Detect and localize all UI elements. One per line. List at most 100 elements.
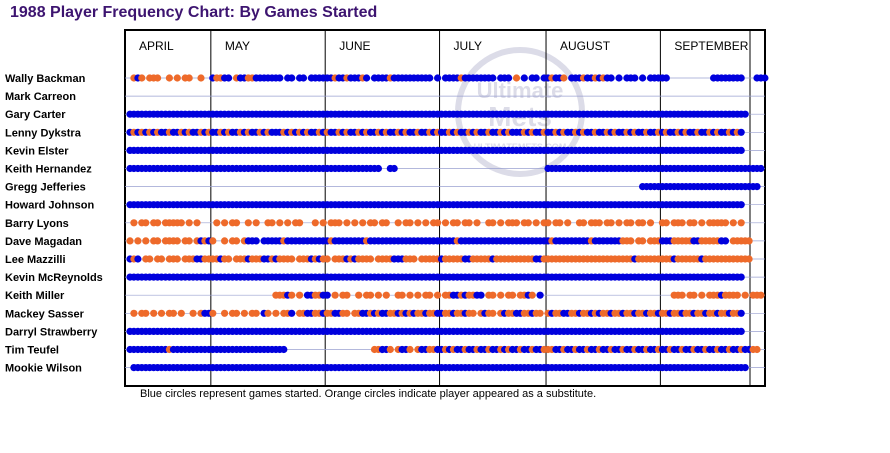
substitute-dot: [130, 309, 138, 317]
game-started-dot: [134, 255, 142, 263]
substitute-dot: [157, 255, 166, 263]
game-started-dot: [737, 327, 745, 335]
game-started-dot: [737, 74, 745, 82]
substitute-dot: [745, 237, 753, 245]
player-row-markers: [126, 327, 745, 335]
substitute-dot: [366, 291, 375, 299]
substitute-dot: [351, 219, 359, 227]
game-started-dot: [489, 74, 497, 82]
player-label: Keith Miller: [5, 290, 65, 302]
substitute-dot: [244, 219, 252, 227]
player-row-markers: [126, 164, 765, 173]
player-label: Mookie Wilson: [5, 363, 82, 375]
month-label-august: AUGUST: [560, 39, 611, 53]
substitute-dot: [607, 219, 615, 227]
player-label: Kevin McReynolds: [5, 272, 103, 284]
player-label: Lee Mazzilli: [5, 254, 66, 266]
substitute-dot: [185, 219, 193, 227]
player-row-markers: [126, 110, 749, 118]
player-label: Gregg Jefferies: [5, 182, 86, 194]
substitute-dot: [453, 219, 461, 227]
game-started-dot: [426, 74, 434, 82]
substitute-dot: [662, 219, 670, 227]
substitute-dot: [678, 291, 686, 299]
player-row-markers: [639, 183, 761, 191]
substitute-dot: [130, 219, 138, 227]
substitute-dot: [177, 219, 185, 227]
game-started-dot: [662, 74, 670, 82]
substitute-dot: [508, 291, 517, 299]
player-label: Wally Backman: [5, 73, 86, 85]
substitute-dot: [556, 219, 564, 227]
game-started-dot: [505, 74, 513, 82]
substitute-dot: [422, 219, 430, 227]
substitute-dot: [150, 309, 158, 317]
substitute-dot: [528, 291, 536, 299]
player-label: Dave Magadan: [5, 236, 82, 248]
substitute-dot: [142, 309, 150, 317]
game-started-dot: [639, 74, 647, 82]
substitute-dot: [169, 309, 177, 317]
substitute-dot: [426, 291, 434, 299]
substitute-dot: [126, 237, 134, 245]
player-label: Gary Carter: [5, 109, 66, 121]
player-label: Mackey Sasser: [5, 308, 85, 320]
substitute-dot: [335, 219, 343, 227]
substitute-dot: [615, 219, 623, 227]
substitute-dot: [382, 291, 390, 299]
game-started-dot: [737, 309, 745, 317]
game-started-dot: [225, 74, 233, 82]
substitute-dot: [512, 74, 521, 82]
substitute-dot: [319, 219, 327, 227]
substitute-dot: [646, 219, 655, 227]
substitute-dot: [639, 237, 647, 245]
game-started-dot: [741, 364, 749, 372]
substitute-dot: [414, 291, 422, 299]
substitute-dot: [627, 219, 635, 227]
substitute-dot: [729, 219, 737, 227]
substitute-dot: [225, 255, 233, 263]
substitute-dot: [323, 255, 331, 263]
substitute-dot: [698, 219, 706, 227]
substitute-dot: [489, 309, 497, 317]
substitute-dot: [185, 237, 193, 245]
substitute-dot: [221, 309, 229, 317]
substitute-dot: [154, 237, 162, 245]
substitute-dot: [524, 219, 532, 227]
substitute-dot: [197, 74, 205, 82]
substitute-dot: [560, 74, 568, 82]
substitute-dot: [536, 309, 544, 317]
watermark-text-1: Ultimate: [477, 78, 564, 103]
substitute-dot: [741, 291, 749, 299]
substitute-dot: [134, 237, 142, 245]
substitute-dot: [406, 345, 414, 354]
substitute-dot: [221, 219, 229, 227]
substitute-dot: [753, 345, 761, 354]
player-label: Keith Hernandez: [5, 164, 92, 176]
substitute-dot: [757, 291, 765, 299]
game-started-dot: [288, 74, 296, 82]
substitute-dot: [386, 345, 394, 354]
player-row-markers: [130, 309, 745, 317]
substitute-dot: [154, 219, 162, 227]
game-started-dot: [615, 74, 623, 82]
substitute-dot: [173, 237, 181, 245]
game-started-dot: [288, 309, 296, 317]
game-started-dot: [532, 74, 540, 82]
substitute-dot: [189, 309, 197, 317]
month-label-may: MAY: [225, 39, 250, 53]
substitute-dot: [343, 291, 351, 299]
substitute-dot: [209, 237, 217, 245]
substitute-dot: [733, 291, 741, 299]
substitute-dot: [370, 219, 379, 227]
player-row-markers: [130, 364, 749, 372]
substitute-dot: [382, 219, 390, 227]
player-row-markers: [126, 146, 745, 154]
substitute-dot: [489, 219, 497, 227]
chart-caption: Blue circles represent games started. Or…: [140, 388, 597, 400]
substitute-dot: [154, 74, 162, 82]
game-started-dot: [536, 291, 544, 299]
substitute-dot: [698, 291, 706, 299]
game-started-dot: [607, 74, 615, 82]
